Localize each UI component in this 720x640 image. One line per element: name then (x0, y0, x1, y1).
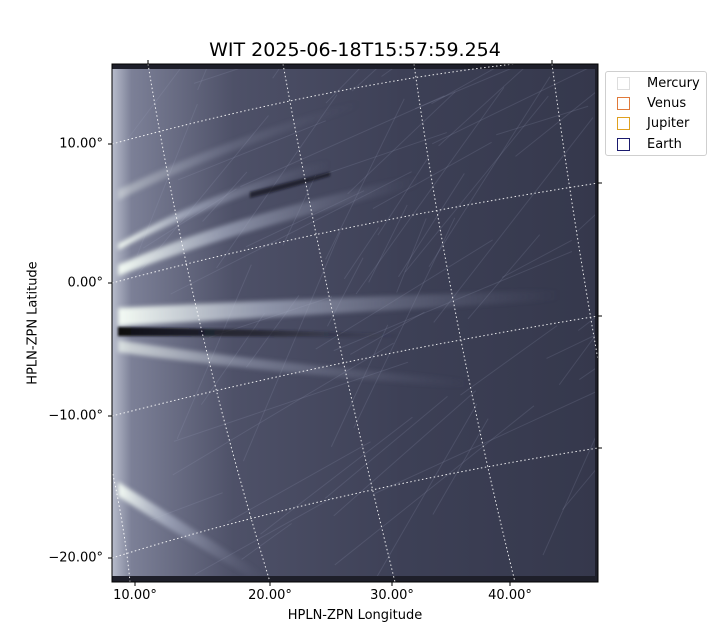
texture-streak (376, 403, 478, 578)
texture-streak (308, 132, 447, 181)
legend-swatch (617, 76, 630, 90)
texture-streak (353, 217, 456, 429)
texture-streak (546, 333, 598, 359)
legend-label: Venus (647, 95, 687, 111)
legend-item-earth: Earth (617, 134, 682, 154)
texture-streak (396, 218, 427, 293)
texture-streak (460, 325, 558, 396)
x-tick-label: 20.00° (248, 588, 292, 603)
x-tick-label: 40.00° (488, 588, 532, 603)
legend-item-mercury: Mercury (617, 73, 700, 93)
legend-item-jupiter: Jupiter (617, 113, 689, 133)
texture-streak (347, 91, 456, 195)
texture-streak (496, 105, 589, 136)
texture-streak (578, 314, 598, 331)
texture-streak (325, 64, 365, 104)
x-tick-label: 30.00° (370, 588, 414, 603)
texture-streak (177, 120, 326, 181)
y-tick-label: −10.00° (48, 408, 103, 424)
texture-streak (351, 64, 383, 92)
plot-frame (111, 63, 599, 583)
texture-streak (193, 64, 255, 84)
texture-streak (415, 64, 523, 110)
texture-streak (176, 264, 252, 440)
texture-streak (428, 76, 551, 268)
texture-streak (330, 324, 389, 447)
legend-swatch (617, 96, 630, 110)
texture-streak (542, 430, 598, 556)
plot-title: WIT 2025-06-18T15:57:59.254 (209, 39, 501, 61)
texture-streak (242, 231, 341, 462)
x-axis-label: HPLN-ZPN Longitude (287, 608, 423, 623)
texture-streak (333, 390, 477, 517)
texture-streak (350, 311, 425, 355)
texture-streak (431, 64, 504, 105)
texture-streak (123, 64, 185, 145)
texture-streak (433, 117, 594, 323)
texture-streak (467, 234, 541, 320)
legend-swatch (617, 137, 630, 151)
texture-streak (558, 331, 598, 386)
texture-streak (372, 391, 597, 495)
y-tick-label: −20.00° (48, 550, 103, 566)
y-axis-label: HPLN-ZPN Latitude (25, 261, 41, 385)
texture-streak (260, 416, 413, 535)
y-tick-label: 0.00° (67, 275, 103, 291)
legend-label: Earth (647, 136, 682, 152)
texture-streak (404, 95, 549, 273)
legend-label: Mercury (647, 75, 700, 91)
texture-streak (334, 405, 535, 566)
texture-streak (515, 89, 598, 157)
legend-label: Jupiter (647, 115, 690, 131)
texture-streak (315, 239, 493, 350)
texture-streak (562, 466, 598, 511)
texture-streak (343, 227, 380, 280)
legend-item-venus: Venus (617, 93, 686, 113)
texture-streak (438, 64, 530, 147)
texture-streak (241, 523, 292, 560)
texture-streak (501, 239, 572, 278)
legend-swatch (617, 116, 630, 130)
texture-streak (227, 441, 371, 523)
texture-streak (324, 395, 448, 499)
texture-streak (372, 141, 492, 209)
texture-streak (194, 497, 334, 575)
sky-image (112, 64, 598, 582)
texture-streak (240, 95, 445, 188)
y-tick-label: 10.00° (59, 136, 103, 152)
texture-streak (377, 156, 430, 236)
texture-streak (355, 87, 505, 295)
legend: Mercury Venus Jupiter Earth (605, 71, 707, 156)
texture-streak (432, 418, 489, 515)
texture-streak (398, 173, 465, 278)
tick-marks (108, 60, 602, 586)
texture-streak (325, 98, 405, 260)
texture-streak (326, 257, 364, 327)
x-tick-label: 10.00° (113, 588, 157, 603)
texture-streak (172, 342, 394, 476)
